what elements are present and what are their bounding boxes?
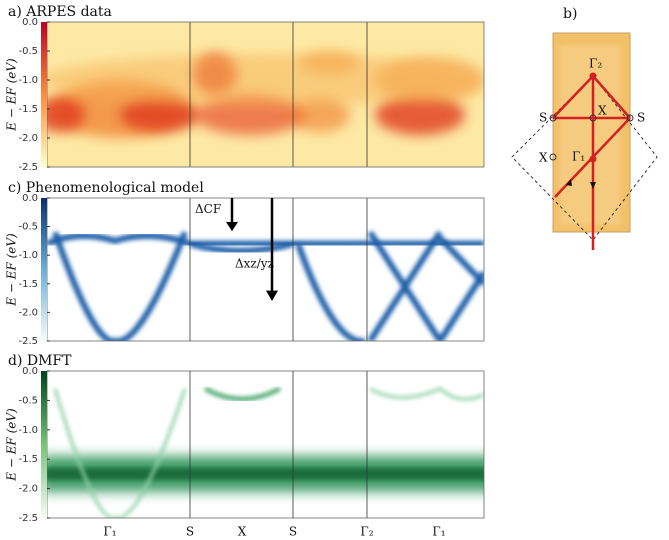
y-tick-label: -2.5 [18,336,38,347]
x-point [549,153,557,161]
y-tick-label: -2.0 [18,133,38,144]
y-tick-label: -2.5 [18,513,38,524]
heatmap-panel: 0.0 -0.5 -1.0 -1.5 -2.0 -2.5 c) Phenomenologic… [5,180,485,347]
band [53,386,484,518]
y-tick-label: 0.0 [22,17,38,28]
y-tick-label: -1.0 [18,250,38,261]
intensity-blob [47,97,85,133]
point-label: S [637,111,645,125]
y-tick-label: -2.0 [18,484,38,495]
band [204,386,281,401]
intensity-blob [375,94,465,136]
arrowhead [590,182,596,189]
x-tick-label: S [289,525,297,539]
intensity-blob [47,53,480,107]
band [189,240,294,254]
x-tick-label: X [238,525,247,539]
y-tick-label: -1.0 [18,75,38,86]
y-axis-label: E − EF (eV) [5,233,19,307]
y-tick-label: 0.0 [22,366,38,377]
zone-boundary [511,75,658,241]
sample-texture [560,45,620,225]
s-point [549,114,557,122]
panel-title: a) ARPES data [8,4,112,20]
band [47,468,484,480]
y-tick-label: -0.5 [18,222,38,233]
intensity-blob [120,97,200,133]
y-tick-label: 0.0 [22,193,38,204]
heatmap-background [47,198,484,341]
y-tick-label: -1.0 [18,425,38,436]
y-axis-label: E − EF (eV) [5,408,19,482]
heatmap-panel: 0.0 -0.5 -1.0 -1.5 -2.0 -2.5 a) ARPES data E − … [5,4,485,173]
colorbar [41,22,47,167]
band [52,231,188,341]
band [367,230,484,341]
x-tick-label: Γ₁ [103,525,116,539]
y-tick-label: -2.0 [18,307,38,318]
gamma-point [589,155,597,163]
arrowhead [266,290,278,301]
colorbar [41,198,47,341]
x-tick-label: Γ₁ [432,525,445,539]
point-label: S [539,111,547,125]
heatmap-panel: 0.0 -0.5 -1.0 -1.5 -2.0 -2.5 d) DMFT E − EF (eV… [5,353,485,539]
y-tick-label: -0.5 [18,395,38,406]
intensity-blob [290,97,350,133]
y-tick-label: -1.5 [18,104,38,115]
annotation: ΔCF [195,202,221,216]
x-tick-label: S [186,525,194,539]
heatmap-image [47,230,484,341]
arrowhead [566,179,572,186]
y-tick-label: -0.5 [18,46,38,57]
arrowhead [226,222,238,232]
heatmap-image [47,386,484,518]
heatmap-image [47,51,484,138]
y-tick-label: -1.5 [18,279,38,290]
panel-title: d) DMFT [8,353,72,369]
gamma-point [589,72,597,80]
band [47,232,484,247]
annotation: Δxz/yz [235,256,274,270]
x-tick-label: Γ₂ [360,525,373,539]
s-point [626,114,634,122]
y-tick-label: -1.5 [18,454,38,465]
point-label: X [598,104,607,118]
point-label: Γ₂ [589,57,602,71]
panel-title: c) Phenomenological model [8,180,204,196]
brillouin-zone-diagram: b) Γ₂ X S S X Γ₁ [511,6,658,250]
y-axis-label: E − EF (eV) [5,58,19,132]
colorbar [41,371,47,518]
x-point [589,114,597,122]
panel-label: b) [563,6,577,22]
y-tick-label: -2.5 [18,162,38,173]
point-label: X [539,151,548,165]
point-label: Γ₁ [572,150,585,164]
